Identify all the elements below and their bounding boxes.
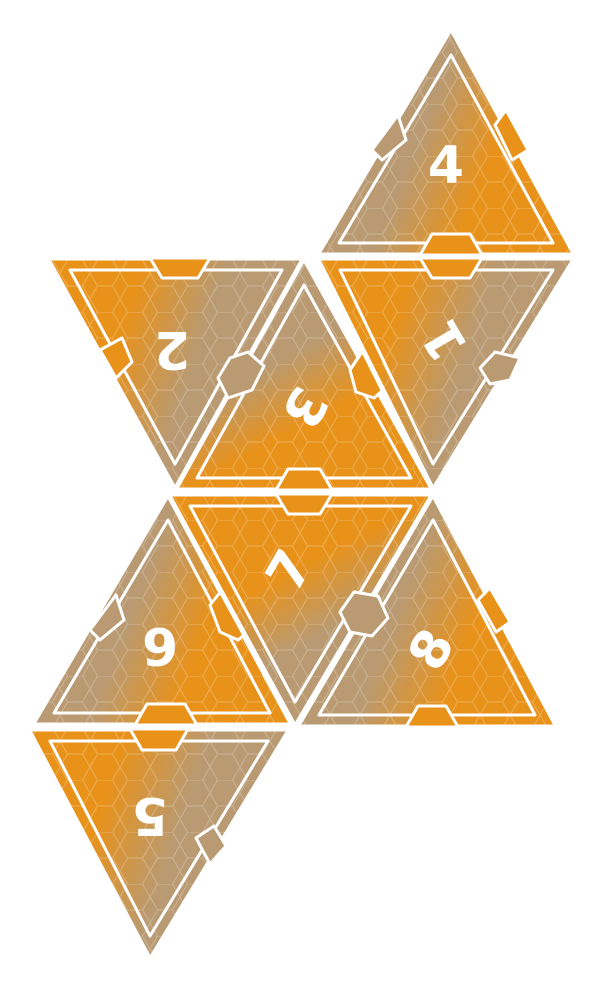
- face-2-label: 2: [154, 319, 190, 379]
- face-4-label: 4: [428, 136, 464, 196]
- face-4: 4: [314, 25, 578, 258]
- face-2: 2: [44, 255, 307, 493]
- face-6-label: 6: [142, 615, 178, 675]
- face-7: 7: [165, 491, 436, 730]
- face-5-label: 5: [132, 785, 168, 845]
- face-8: 8: [294, 491, 560, 730]
- face-5: 5: [25, 726, 293, 963]
- face-1: 1: [314, 255, 578, 493]
- face-6: 6: [29, 491, 295, 728]
